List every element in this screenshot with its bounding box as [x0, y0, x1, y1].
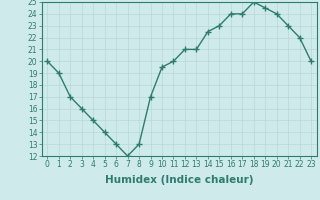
X-axis label: Humidex (Indice chaleur): Humidex (Indice chaleur) [105, 175, 253, 185]
